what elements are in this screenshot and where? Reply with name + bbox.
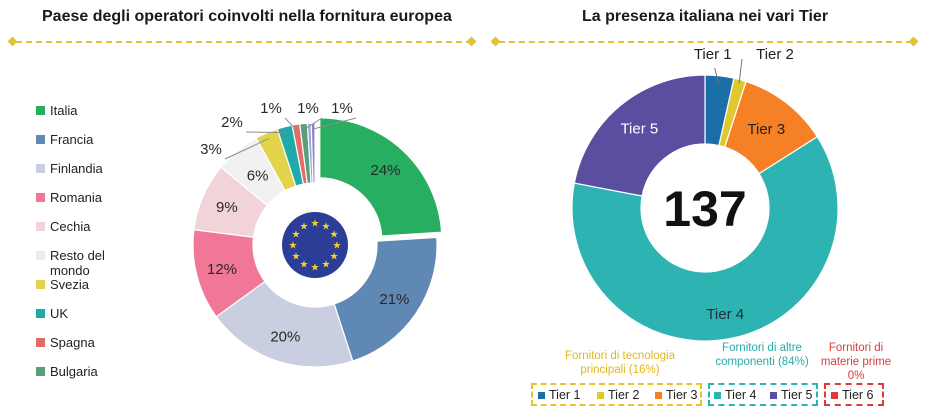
leader-line bbox=[738, 58, 743, 84]
svg-text:★: ★ bbox=[300, 221, 309, 232]
legend-swatch bbox=[36, 164, 45, 173]
data-label: 2% bbox=[221, 114, 243, 131]
eu-flag-icon: ★ ★★★★★★★★★★★ bbox=[282, 212, 348, 278]
svg-text:★: ★ bbox=[322, 260, 331, 271]
leader-line bbox=[714, 67, 720, 84]
legend-swatch bbox=[36, 135, 45, 144]
legend-label: Italia bbox=[50, 103, 78, 118]
data-label: 1% bbox=[331, 100, 353, 117]
data-label: Tier 5 bbox=[620, 121, 658, 138]
tier-legend-item: Tier 3 bbox=[655, 388, 698, 402]
tier-6-swatch bbox=[831, 391, 838, 399]
legend-swatch bbox=[36, 193, 45, 202]
tier-legend-label: Tier 4 bbox=[725, 388, 757, 402]
svg-text:★: ★ bbox=[330, 230, 339, 241]
left-title-divider bbox=[16, 41, 472, 43]
tier-legend-label: Tier 3 bbox=[666, 388, 698, 402]
legend-label: Resto del mondo bbox=[50, 248, 105, 278]
tier-legend-item: Tier 2 bbox=[597, 388, 640, 402]
legend-label: Finlandia bbox=[50, 161, 103, 176]
data-label: 12% bbox=[207, 261, 237, 278]
group-label-raw-materials: Fornitori di materie prime 0% bbox=[820, 342, 892, 382]
leader-line bbox=[245, 131, 287, 134]
data-label: 20% bbox=[270, 328, 300, 345]
legend-swatch bbox=[36, 338, 45, 347]
slice-finlandia bbox=[215, 280, 354, 368]
legend-label: Francia bbox=[50, 132, 94, 147]
data-label: Tier 2 bbox=[756, 46, 794, 63]
legend-label: Cechia bbox=[50, 219, 91, 234]
left-chart-title: Paese degli operatori coinvolti nella fo… bbox=[42, 8, 452, 25]
svg-text:★: ★ bbox=[311, 219, 320, 230]
data-label: 3% bbox=[200, 141, 222, 158]
data-label: 1% bbox=[297, 100, 319, 117]
tier-5-swatch bbox=[770, 391, 777, 399]
tier-legend-label: Tier 5 bbox=[781, 388, 813, 402]
tier-donut-chart: Tier 3 Tier 4 Tier 5 Tier 1 Tier 2 137 bbox=[571, 46, 839, 342]
legend-swatch bbox=[36, 222, 45, 231]
svg-text:★: ★ bbox=[330, 252, 339, 263]
data-label: 6% bbox=[247, 168, 269, 185]
data-label: 21% bbox=[379, 291, 409, 308]
svg-text:★: ★ bbox=[291, 230, 300, 241]
tier-legend-label: Tier 1 bbox=[549, 388, 581, 402]
legend-swatch bbox=[36, 280, 45, 289]
tier-2-swatch bbox=[597, 391, 604, 399]
tier-legend-item: Tier 5 bbox=[770, 388, 813, 402]
center-total-label: 137 bbox=[663, 181, 746, 237]
group-box-components bbox=[708, 383, 818, 406]
legend-label: Spagna bbox=[50, 335, 95, 350]
leader-line bbox=[284, 117, 298, 131]
svg-text:★: ★ bbox=[333, 241, 342, 252]
data-label: 9% bbox=[216, 199, 238, 216]
legend-swatch bbox=[36, 106, 45, 115]
svg-text:★: ★ bbox=[289, 241, 298, 252]
legend-label: Svezia bbox=[50, 277, 90, 292]
tier-1-swatch bbox=[538, 391, 545, 399]
tier-legend-label: Tier 6 bbox=[842, 388, 874, 402]
divider-diamond-icon bbox=[466, 36, 477, 47]
data-label: Tier 3 bbox=[747, 121, 785, 138]
slice-italia bbox=[319, 117, 443, 237]
leader-line bbox=[224, 138, 270, 160]
legend-label: Romania bbox=[50, 190, 103, 205]
tier-legend-label: Tier 2 bbox=[608, 388, 640, 402]
tier-3-swatch bbox=[655, 391, 662, 399]
legend-swatch bbox=[36, 309, 45, 318]
svg-text:★: ★ bbox=[311, 263, 320, 274]
divider-diamond-icon bbox=[908, 36, 919, 47]
tier-4-swatch bbox=[714, 391, 721, 399]
data-label: 1% bbox=[260, 100, 282, 117]
svg-text:★: ★ bbox=[291, 252, 300, 263]
tier-legend-item: Tier 6 bbox=[831, 388, 874, 402]
leader-line bbox=[303, 117, 323, 130]
slice-other bbox=[310, 122, 316, 184]
slice-francia bbox=[333, 236, 438, 362]
svg-text:★: ★ bbox=[300, 260, 309, 271]
legend-label: UK bbox=[50, 306, 69, 321]
legend-label: Bulgaria bbox=[50, 364, 98, 379]
slice-tier-4 bbox=[571, 135, 839, 342]
leader-line bbox=[313, 117, 357, 130]
country-donut-chart: 24%21%20%12%9%6%3%2%1% 1% 1%★ ★★★★★★★★★★★ bbox=[192, 100, 443, 368]
data-label: 24% bbox=[370, 162, 400, 179]
tier-legend-item: Tier 1 bbox=[538, 388, 581, 402]
group-label-components: Fornitori di altre componenti (84%) bbox=[715, 342, 809, 368]
right-chart-title: La presenza italiana nei vari Tier bbox=[582, 8, 829, 25]
group-box-tech bbox=[531, 383, 702, 406]
right-title-divider bbox=[499, 41, 912, 43]
legend-swatch bbox=[36, 251, 45, 260]
data-label: Tier 1 bbox=[694, 46, 732, 63]
data-label: Tier 4 bbox=[706, 306, 744, 323]
svg-text:★: ★ bbox=[322, 221, 331, 232]
tier-legend-item: Tier 4 bbox=[714, 388, 757, 402]
group-label-tech: Fornitori di tecnologia principali (16%) bbox=[565, 350, 675, 376]
group-box-raw-materials bbox=[824, 383, 884, 406]
slice-tier-5 bbox=[573, 74, 706, 197]
legend-swatch bbox=[36, 367, 45, 376]
